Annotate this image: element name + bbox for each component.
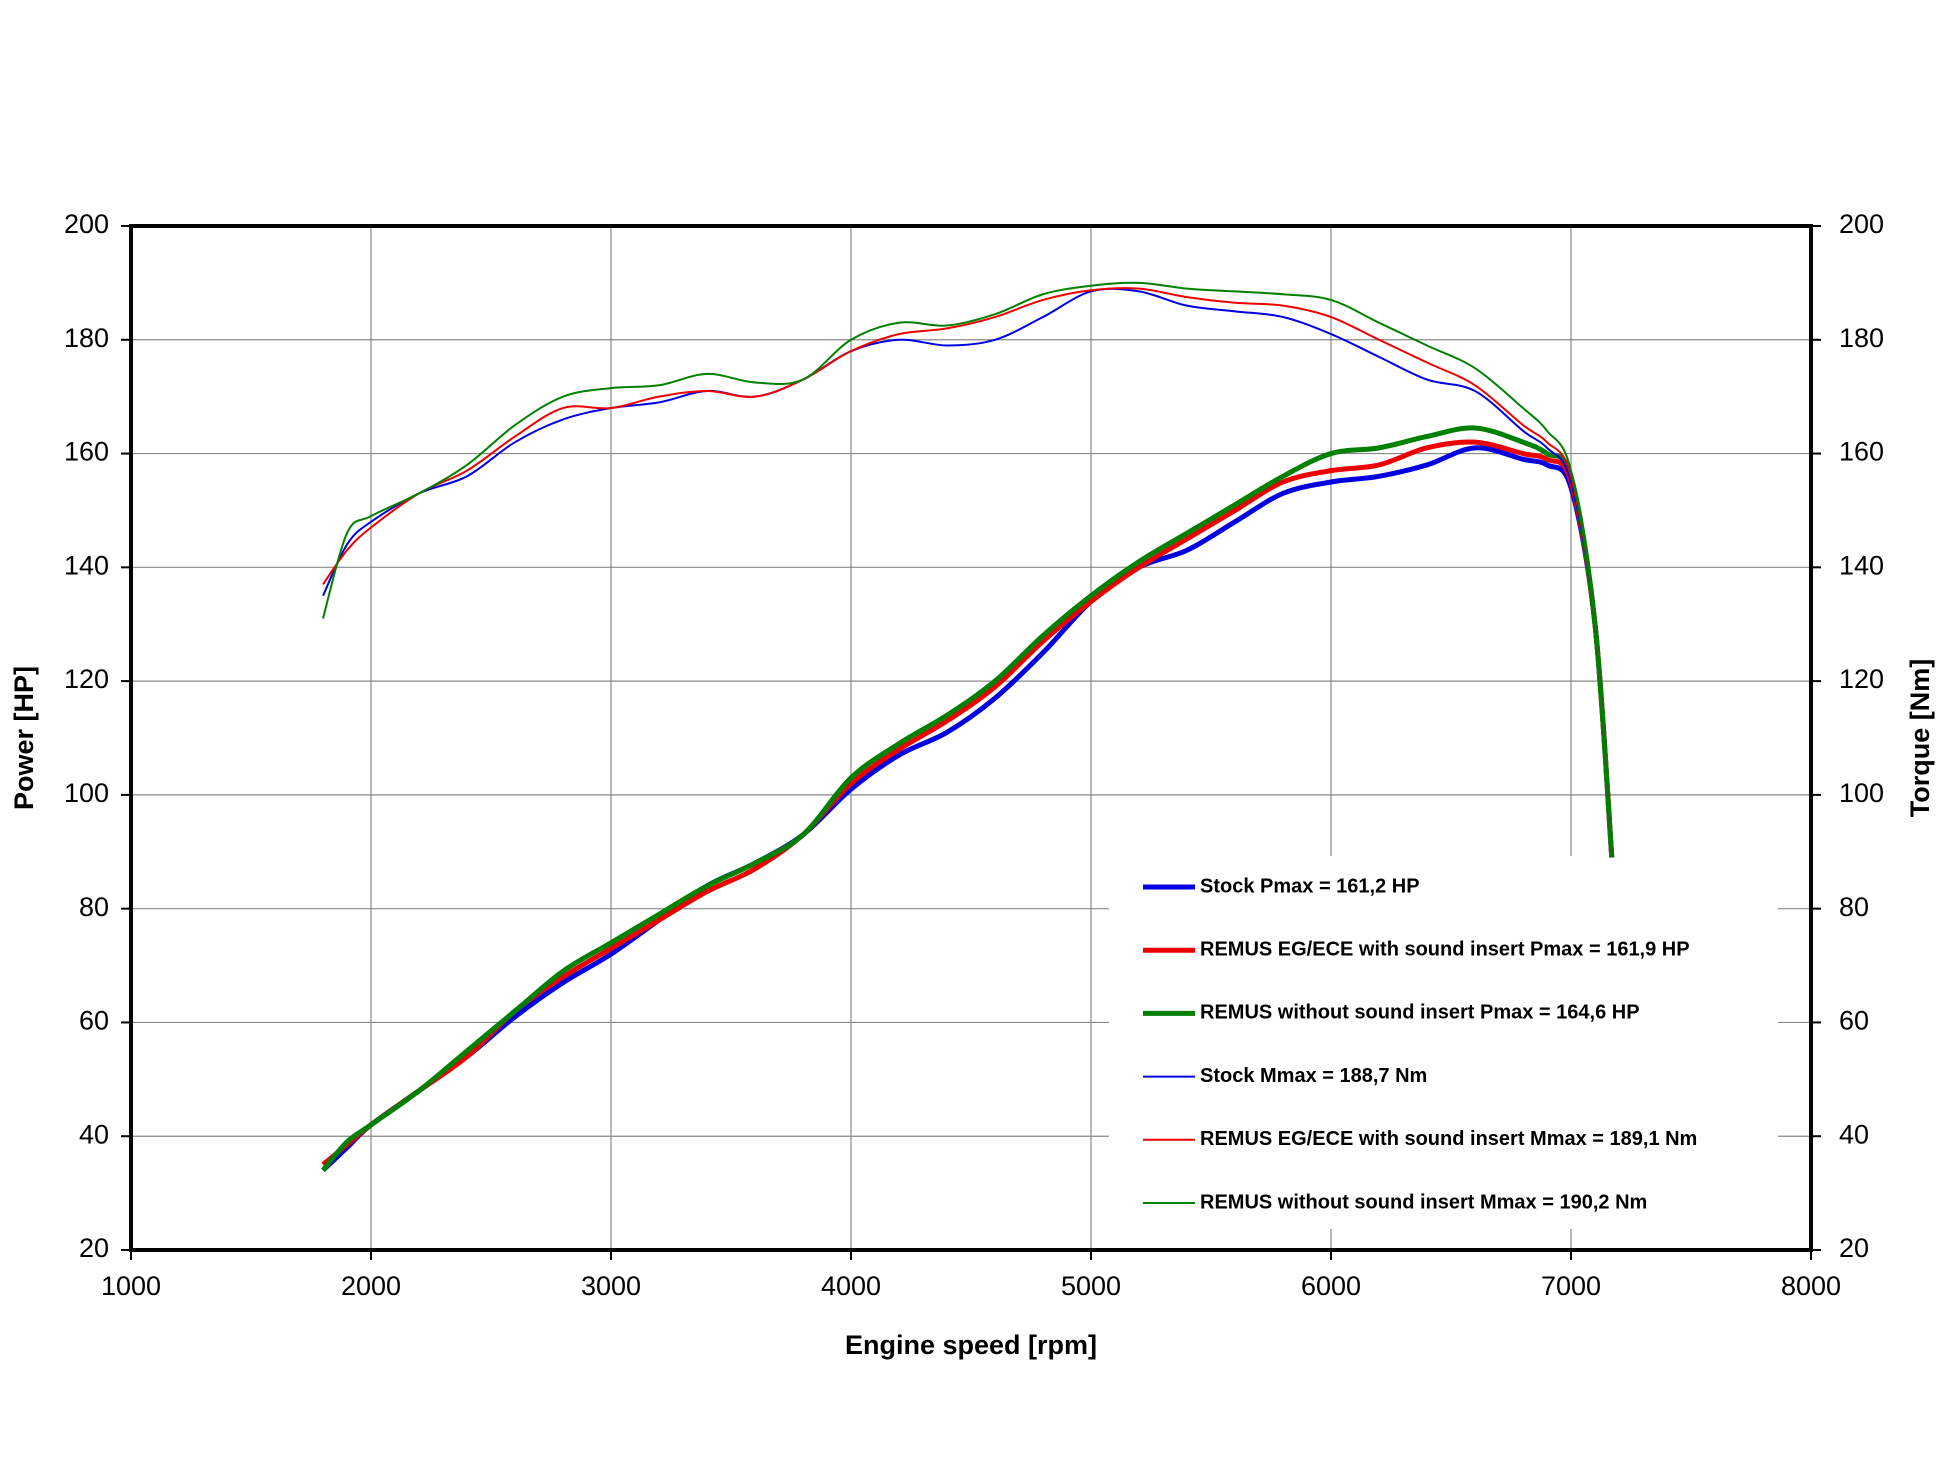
x-axis-title: Engine speed [rpm] xyxy=(845,1330,1097,1360)
y2-tick-label: 120 xyxy=(1839,664,1884,694)
y-tick-label: 60 xyxy=(79,1006,109,1036)
x-tick-label: 2000 xyxy=(341,1271,401,1301)
y2-tick-label: 180 xyxy=(1839,323,1884,353)
y2-tick-label: 140 xyxy=(1839,550,1884,580)
y2-tick-label: 80 xyxy=(1839,892,1869,922)
legend-label: Stock Pmax = 161,2 HP xyxy=(1200,875,1420,897)
legend-label: Stock Mmax = 188,7 Nm xyxy=(1200,1065,1427,1087)
y-axis-title: Power [HP] xyxy=(9,666,39,810)
x-tick-label: 1000 xyxy=(101,1271,161,1301)
y-tick-label: 180 xyxy=(64,323,109,353)
legend-label: REMUS EG/ECE with sound insert Pmax = 16… xyxy=(1200,938,1690,960)
x-tick-label: 4000 xyxy=(821,1271,881,1301)
y2-tick-label: 40 xyxy=(1839,1119,1869,1149)
legend-box xyxy=(1109,856,1778,1229)
y-tick-label: 100 xyxy=(64,778,109,808)
y2-axis-title: Torque [Nm] xyxy=(1905,659,1935,817)
legend-label: REMUS without sound insert Pmax = 164,6 … xyxy=(1200,1002,1640,1024)
y-tick-label: 160 xyxy=(64,437,109,467)
x-tick-label: 5000 xyxy=(1061,1271,1121,1301)
y2-tick-label: 20 xyxy=(1839,1233,1869,1263)
series-line xyxy=(322,287,1613,858)
y-tick-label: 140 xyxy=(64,550,109,580)
plot-frame xyxy=(129,224,1813,1252)
y2-tick-label: 60 xyxy=(1839,1006,1869,1036)
x-tick-label: 3000 xyxy=(581,1271,641,1301)
series-line xyxy=(322,281,1613,858)
y-tick-label: 80 xyxy=(79,892,109,922)
y2-tick-label: 100 xyxy=(1839,778,1884,808)
series-line xyxy=(321,445,1615,1173)
x-tick-label: 7000 xyxy=(1541,1271,1601,1301)
y-tick-label: 20 xyxy=(79,1233,109,1263)
y2-tick-label: 160 xyxy=(1839,437,1884,467)
x-tick-label: 8000 xyxy=(1781,1271,1841,1301)
x-tick-label: 6000 xyxy=(1301,1271,1361,1301)
y2-tick-label: 200 xyxy=(1839,209,1884,239)
y-tick-label: 200 xyxy=(64,209,109,239)
legend-label: REMUS EG/ECE with sound insert Mmax = 18… xyxy=(1200,1128,1697,1150)
y-tick-label: 120 xyxy=(64,664,109,694)
legend-label: REMUS without sound insert Mmax = 190,2 … xyxy=(1200,1191,1647,1213)
series-line xyxy=(322,287,1613,858)
series-line xyxy=(321,425,1615,1172)
y-tick-label: 40 xyxy=(79,1119,109,1149)
